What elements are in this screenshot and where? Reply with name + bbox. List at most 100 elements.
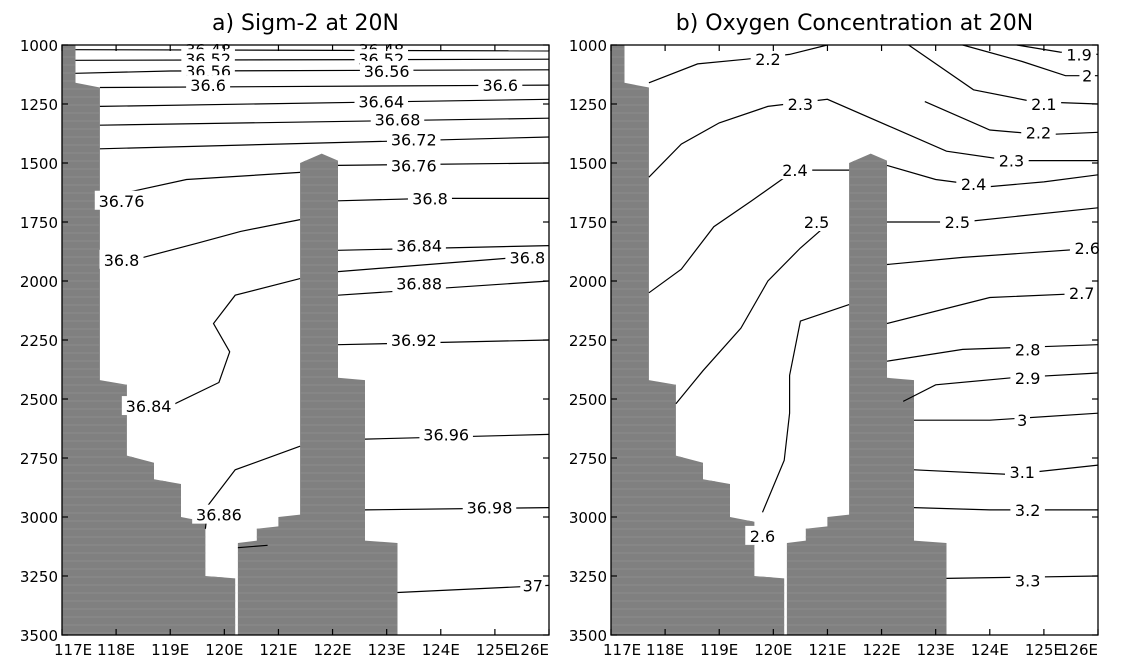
contour-label-bg	[1010, 570, 1045, 590]
contour-label: 3.3	[1015, 572, 1040, 591]
y-tick-label: 3250	[20, 568, 58, 586]
contour-line-36.6	[99, 84, 550, 89]
contour-label: 36.64	[358, 93, 404, 112]
y-tick-label: 2500	[20, 391, 58, 409]
contour-label: 36.72	[391, 130, 437, 149]
contour-line-2.6	[761, 304, 850, 513]
contour-label-bg	[1014, 410, 1030, 430]
contour-label: 36.84	[126, 397, 172, 416]
y-tick-label: 2500	[569, 391, 607, 409]
contour-label: 2.3	[788, 95, 813, 114]
contour-label: 2.1	[1031, 95, 1056, 114]
panel-oxygen: b) Oxygen Concentration at 20N 1.9 2 2.2 2.1…	[569, 11, 1105, 659]
x-tick-label: 118E	[646, 641, 684, 659]
contour-label-bg	[99, 249, 144, 269]
contour-label: 2	[1082, 67, 1092, 86]
contour-line-2.9	[902, 372, 1099, 402]
y-tick-label: 3250	[569, 568, 607, 586]
x-tick-label: 123E	[917, 641, 955, 659]
contour-label-bg	[777, 160, 813, 180]
contour-label-bg	[94, 190, 149, 210]
topography-east-ridge	[786, 153, 947, 635]
contour-label: 36.8	[104, 251, 140, 270]
contour-line-36.52	[75, 58, 550, 61]
contour-label: 36.68	[375, 110, 421, 129]
y-tick-label: 2000	[569, 273, 607, 291]
contour-label-bg	[1079, 65, 1095, 85]
contour-label: 2.4	[782, 161, 807, 180]
contour-label: 36.8	[412, 189, 448, 208]
y-tick-label: 2750	[569, 450, 607, 468]
x-tick-label: 125E	[1025, 641, 1063, 659]
contour-line-2.3	[648, 98, 1098, 178]
x-tick-label: 126E	[511, 641, 549, 659]
contour-line-2.6	[886, 247, 1099, 266]
contour-label: 2.6	[1074, 239, 1099, 258]
contour-label: 36.86	[196, 506, 242, 525]
contour-line-2.5	[675, 223, 828, 405]
contour-label: 2.9	[1015, 369, 1040, 388]
contour-label-bg	[478, 75, 523, 95]
contour-line-37	[237, 544, 268, 549]
contour-line-36.84	[126, 278, 301, 414]
y-tick-label: 2000	[20, 273, 58, 291]
contour-line-3.2	[913, 507, 1098, 511]
y-tick-label: 1250	[569, 96, 607, 114]
contour-line-2.4	[886, 164, 1099, 188]
contour-label-bg	[392, 235, 446, 255]
y-tick-label: 1500	[569, 155, 607, 173]
contour-label-bg	[186, 75, 231, 95]
x-tick-label: 120E	[205, 641, 243, 659]
contour-label-bg	[386, 129, 441, 149]
panel-sigma2: a) Sigm-2 at 20N36.4836.4836.5236.5236.5…	[20, 11, 550, 659]
contour-label-bg	[392, 273, 446, 293]
contour-label: 2.3	[999, 152, 1024, 171]
contour-label: 2.4	[961, 175, 986, 194]
contour-label: 36.6	[482, 76, 518, 95]
contour-label-bg	[1061, 44, 1097, 64]
contour-label-bg	[1010, 367, 1045, 387]
contour-label-bg	[750, 49, 786, 69]
y-tick-label: 3000	[569, 509, 607, 527]
contour-label: 2.2	[755, 50, 780, 69]
x-tick-label: 125E	[476, 641, 514, 659]
contour-label: 2.7	[1069, 284, 1094, 303]
contour-line-2.2	[648, 44, 828, 84]
contour-label: 3.1	[1010, 463, 1035, 482]
y-tick-label: 1750	[569, 214, 607, 232]
y-tick-label: 1000	[569, 37, 607, 55]
contour-line-2.5	[887, 207, 1099, 223]
contour-label: 3	[1017, 411, 1027, 430]
x-tick-label: 117E	[54, 641, 92, 659]
contour-line-36.76	[337, 162, 550, 166]
contour-label: 36.76	[391, 156, 437, 175]
contour-label: 2.2	[1026, 123, 1051, 142]
contour-line-36.68	[99, 117, 550, 126]
contour-label-bg	[994, 150, 1029, 170]
contour-line-36.72	[99, 136, 550, 150]
contour-label-bg	[1069, 237, 1105, 257]
contour-label: 37	[523, 576, 543, 595]
y-tick-label: 1500	[20, 155, 58, 173]
x-tick-label: 124E	[422, 641, 460, 659]
x-tick-label: 120E	[754, 641, 792, 659]
contour-label-bg	[419, 424, 473, 444]
contour-label: 36.88	[396, 274, 442, 293]
contour-label: 36.76	[99, 192, 145, 211]
x-tick-label: 117E	[603, 641, 641, 659]
x-tick-label: 118E	[97, 641, 135, 659]
contour-label: 36.92	[391, 331, 437, 350]
y-tick-label: 1000	[20, 37, 58, 55]
contour-line-3	[914, 412, 1099, 421]
topography-west-ridge	[62, 45, 236, 635]
contour-label-bg	[1004, 462, 1040, 482]
contour-label-bg	[386, 155, 441, 175]
contour-label: 36.96	[423, 425, 469, 444]
contour-label-bg	[1021, 122, 1056, 142]
x-tick-label: 119E	[151, 641, 189, 659]
contour-line-2.8	[886, 344, 1099, 362]
contour-label: 36.8	[510, 248, 546, 267]
contour-label-bg	[1026, 94, 1062, 113]
y-tick-label: 2750	[20, 450, 58, 468]
contour-label-bg	[956, 174, 991, 194]
